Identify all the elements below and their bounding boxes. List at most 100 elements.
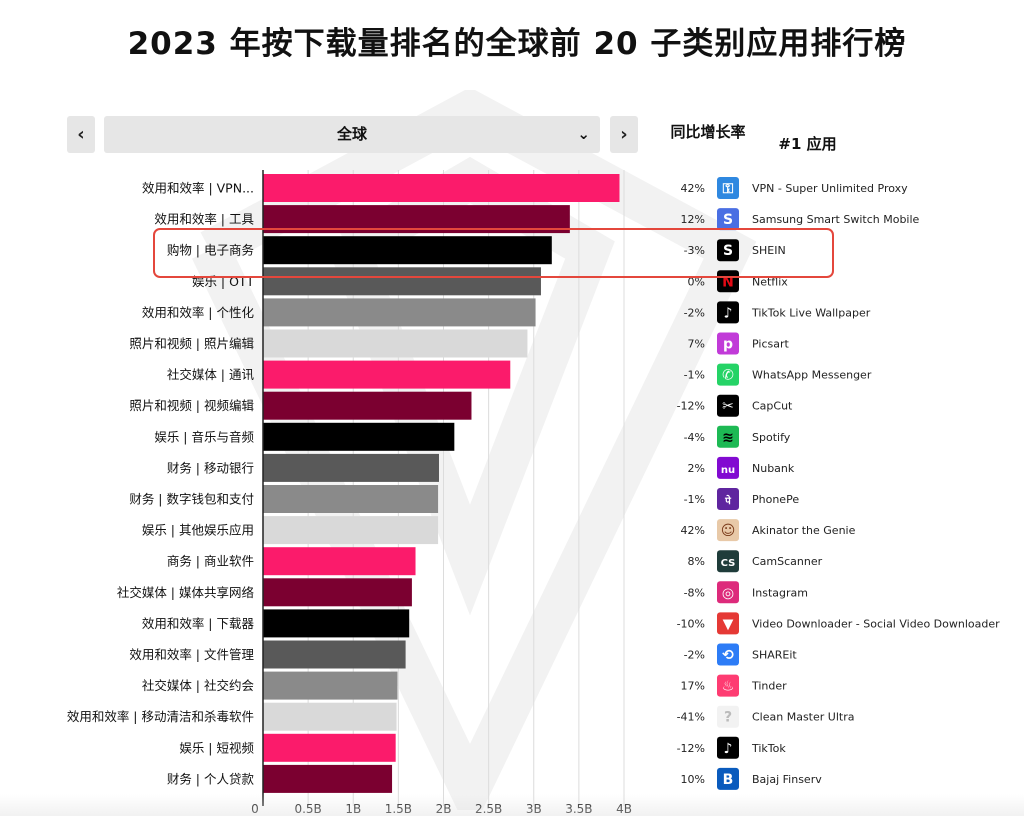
growth-value: -8%	[684, 586, 705, 599]
capcut-icon	[717, 394, 739, 417]
category-label: 社交媒体 | 社交约会	[142, 678, 255, 693]
top-app-name: Nubank	[752, 462, 795, 475]
x-tick-label: 4B	[616, 802, 632, 816]
bar	[263, 267, 541, 296]
growth-value: -3%	[684, 244, 705, 257]
category-label: 商务 | 商业软件	[167, 554, 254, 569]
tiktok-wallpaper-icon	[717, 301, 739, 324]
bar	[263, 764, 393, 793]
growth-value: -1%	[684, 369, 705, 382]
growth-value: 0%	[688, 275, 705, 288]
growth-value: -12%	[677, 400, 705, 413]
bar	[263, 547, 416, 576]
phonepe-icon-glyph: पे	[724, 494, 732, 507]
category-label: 效用和效率 | 个性化	[142, 305, 255, 320]
top-app-name: WhatsApp Messenger	[752, 369, 872, 382]
bar	[263, 609, 410, 638]
category-label: 财务 | 个人贷款	[167, 771, 255, 786]
top-app-name: Netflix	[752, 275, 788, 288]
category-label: 效用和效率 | 工具	[154, 212, 254, 227]
top-app-name: CamScanner	[752, 555, 823, 568]
top-app-name: Akinator the Genie	[752, 524, 856, 537]
instagram-icon-glyph: ◎	[722, 585, 734, 601]
top-app-name: Spotify	[752, 431, 791, 444]
instagram-icon	[717, 581, 739, 604]
category-label: 购物 | 电子商务	[167, 243, 254, 258]
region-label: 全球	[336, 125, 367, 143]
category-label: 社交媒体 | 通讯	[167, 367, 255, 382]
whatsapp-icon-glyph: ✆	[722, 368, 734, 384]
akinator-icon-glyph: ☺	[721, 523, 736, 539]
top-app-name: SHAREit	[752, 649, 797, 662]
growth-value: 42%	[681, 524, 705, 537]
bar	[263, 640, 406, 669]
top-app-name: SHEIN	[752, 244, 786, 257]
top-app-name: Instagram	[752, 586, 808, 599]
category-label: 照片和视频 | 照片编辑	[129, 336, 254, 351]
category-label: 照片和视频 | 视频编辑	[129, 398, 254, 413]
chevron-down-icon: ⌄	[577, 125, 590, 143]
shein-icon-glyph: S	[723, 243, 733, 259]
video-downloader-icon	[717, 612, 739, 635]
top-app-name: Samsung Smart Switch Mobile	[752, 213, 920, 226]
clean-master-icon-glyph: ?	[724, 710, 732, 726]
x-tick-label: 1.5B	[385, 802, 412, 816]
top-app-name: VPN - Super Unlimited Proxy	[752, 182, 908, 195]
x-tick-label: 3B	[526, 802, 542, 816]
vpn-key-icon	[717, 177, 739, 199]
top-app-name: Picsart	[752, 338, 789, 351]
growth-value: 12%	[681, 213, 705, 226]
clean-master-icon	[717, 705, 739, 728]
x-tick-label: 0.5B	[294, 802, 321, 816]
top-app-name: TikTok Live Wallpaper	[751, 306, 871, 319]
top-app-name: CapCut	[752, 400, 793, 413]
bar	[263, 298, 536, 327]
spotify-icon	[717, 425, 739, 448]
netflix-icon-glyph: N	[722, 274, 734, 290]
bar	[263, 453, 439, 482]
top-app-name: TikTok	[751, 742, 786, 755]
bar	[263, 516, 439, 545]
x-tick-label: 2.5B	[475, 802, 502, 816]
smart-switch-icon	[717, 208, 739, 231]
nubank-icon	[717, 456, 739, 479]
bar	[263, 422, 455, 451]
growth-value: 7%	[688, 338, 705, 351]
highlight-box-shein	[153, 228, 834, 278]
category-label: 效用和效率 | VPN...	[142, 181, 254, 196]
whatsapp-icon	[717, 363, 739, 386]
growth-value: -1%	[684, 493, 705, 506]
picsart-icon	[717, 332, 739, 355]
prev-region-button[interactable]: ‹	[67, 116, 95, 153]
top-app-name: Clean Master Ultra	[752, 711, 854, 724]
chart-title: 2023 年按下载量排名的全球前 20 子类别应用排行榜	[127, 26, 907, 62]
x-tick-label: 3.5B	[565, 802, 592, 816]
next-region-button[interactable]: ›	[610, 116, 638, 153]
growth-value: -2%	[684, 306, 705, 319]
bar	[263, 702, 397, 731]
growth-value: 8%	[688, 555, 705, 568]
top-app-name: Video Downloader - Social Video Download…	[752, 617, 1000, 630]
category-label: 效用和效率 | 下载器	[142, 616, 255, 631]
shein-icon	[717, 239, 739, 262]
spotify-icon-glyph: ≋	[722, 430, 734, 446]
category-label: 效用和效率 | 移动清洁和杀毒软件	[67, 709, 254, 724]
nubank-icon-glyph: nu	[721, 465, 735, 476]
tinder-icon	[717, 674, 739, 697]
bar	[263, 174, 620, 202]
bar	[263, 485, 439, 513]
bar	[263, 578, 412, 607]
category-label: 娱乐 | 其他娱乐应用	[142, 523, 254, 538]
growth-value: 2%	[688, 462, 705, 475]
growth-value: 42%	[681, 182, 705, 195]
x-tick-label: 1B	[345, 802, 361, 816]
bar	[263, 391, 472, 420]
tiktok-icon	[717, 736, 739, 759]
growth-value: 10%	[681, 773, 705, 786]
category-label: 社交媒体 | 媒体共享网络	[117, 585, 255, 600]
bar	[263, 236, 552, 265]
shareit-icon	[717, 643, 739, 666]
bar	[263, 671, 398, 700]
region-dropdown[interactable]: 全球 ⌄	[104, 116, 600, 153]
